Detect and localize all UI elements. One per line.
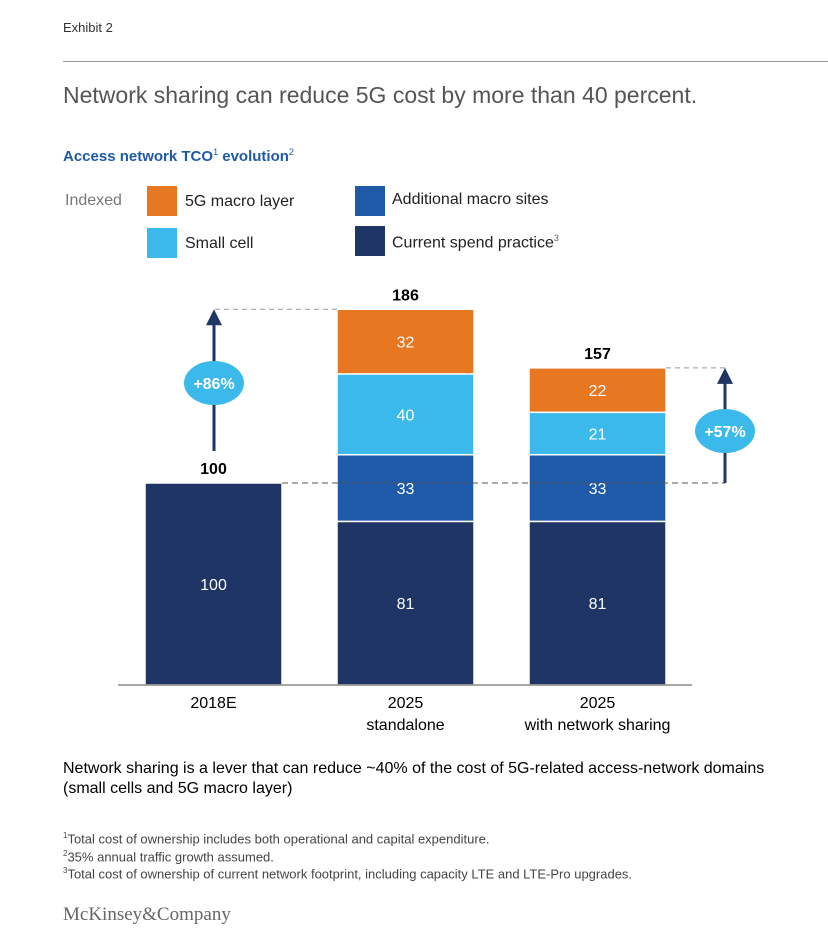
growth-arrow-head <box>717 367 733 384</box>
footnote-sup: 3 <box>63 866 68 875</box>
company-logo: McKinsey&Company <box>63 904 231 925</box>
x-axis-category-label: with network sharing <box>524 717 671 734</box>
footnote-text: Total cost of ownership includes both op… <box>67 831 490 847</box>
bar-segment <box>528 520 667 686</box>
top-divider <box>63 61 828 62</box>
page-title: Network sharing can reduce 5G cost by mo… <box>63 82 698 108</box>
x-axis-category-label: standalone <box>366 717 444 734</box>
footnote-text: Total cost of ownership of current netwo… <box>67 866 633 882</box>
legend-text: 5G macro layer <box>185 193 295 210</box>
indexed-label: Indexed <box>65 192 122 209</box>
segment-value-label: 100 <box>200 577 227 594</box>
legend-swatch-small-cell <box>147 228 177 258</box>
bar-total-label: 157 <box>584 346 611 363</box>
segment-value-label: 32 <box>397 335 415 352</box>
growth-badge <box>695 409 755 453</box>
bar-segment <box>144 482 283 686</box>
bar-segment <box>528 453 667 523</box>
legend-text: Additional macro sites <box>392 191 549 208</box>
segment-value-label: 33 <box>589 481 607 498</box>
x-axis-category-label: 2025 <box>580 695 616 712</box>
growth-badge <box>184 361 244 405</box>
subtitle-rest: evolution <box>218 148 289 165</box>
growth-badge-label: +86% <box>193 376 234 393</box>
legend-swatch-5g-macro <box>147 186 177 216</box>
legend-label-5g-macro: 5G macro layer <box>185 193 294 211</box>
legend-text: Current spend practice <box>392 234 554 252</box>
subtitle-main: Access network TCO <box>63 148 214 165</box>
legend-label-current-spend: Current spend practice3 <box>392 233 559 252</box>
subtitle-sup-2: 2 <box>288 147 294 157</box>
legend-label-small-cell: Small cell <box>185 235 253 253</box>
footnote-3: 3Total cost of ownership of current netw… <box>63 866 632 881</box>
exhibit-label: Exhibit 2 <box>63 20 113 35</box>
bar-segment <box>528 367 667 414</box>
segment-value-label: 33 <box>397 481 415 498</box>
bar-segment <box>528 411 667 456</box>
bar-total-label: 100 <box>200 461 227 478</box>
legend-text: Small cell <box>185 235 254 252</box>
footnote-sup: 2 <box>63 849 68 858</box>
chart-note: Network sharing is a lever that can redu… <box>63 760 765 797</box>
segment-value-label: 81 <box>397 596 415 613</box>
legend-swatch-additional-macro <box>355 186 385 216</box>
x-axis-category-label: 2018E <box>190 695 236 712</box>
bar-segment <box>336 308 475 375</box>
legend-label-additional-macro: Additional macro sites <box>392 191 549 209</box>
growth-arrow-head <box>206 309 222 326</box>
x-axis-category-label: 2025 <box>388 695 424 712</box>
bar-total-label: 186 <box>392 287 419 304</box>
footnote-sup: 1 <box>63 831 68 840</box>
footnote-2: 235% annual traffic growth assumed. <box>63 849 274 864</box>
growth-badge-label: +57% <box>704 424 745 441</box>
legend-sup: 3 <box>553 233 559 243</box>
segment-value-label: 81 <box>589 596 607 613</box>
segment-value-label: 21 <box>589 427 607 444</box>
subtitle-sup-1: 1 <box>213 147 219 157</box>
bar-segment <box>336 373 475 456</box>
segment-value-label: 22 <box>589 383 607 400</box>
footnote-1: 1Total cost of ownership includes both o… <box>63 831 490 846</box>
bar-segment <box>336 453 475 523</box>
segment-value-label: 40 <box>397 407 415 424</box>
chart-subtitle: Access network TCO1 evolution2 <box>63 147 294 165</box>
legend-swatch-current-spend <box>355 226 385 256</box>
footnote-text: 35% annual traffic growth assumed. <box>67 849 274 865</box>
